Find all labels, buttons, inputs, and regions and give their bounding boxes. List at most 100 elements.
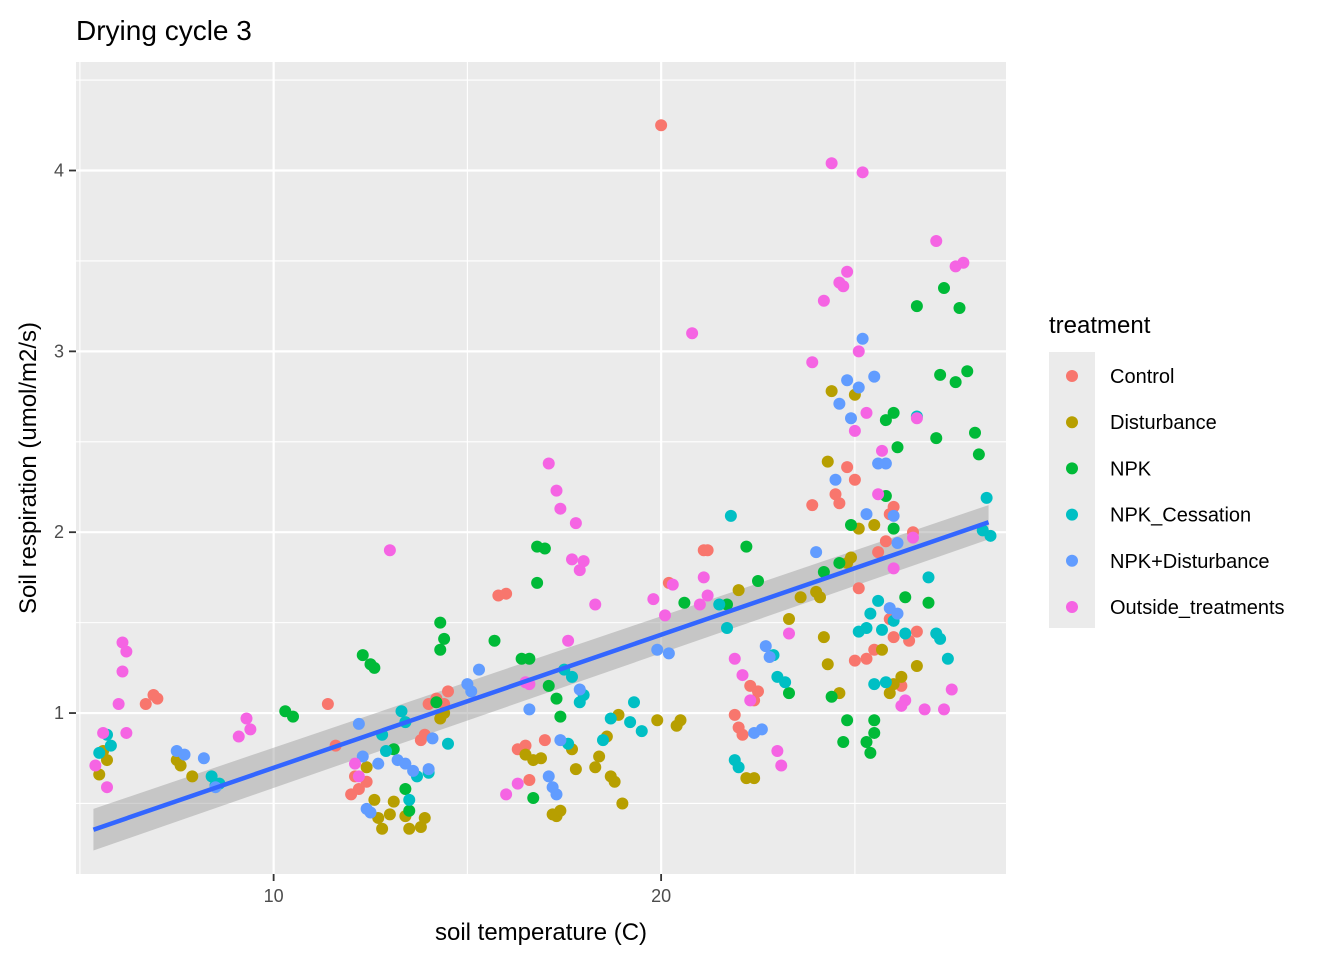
point-npk [837,735,850,748]
point-npk-disturbance [845,412,857,425]
point-npk-disturbance [407,764,420,777]
point-npk-cessation [628,696,640,709]
point-npk [868,714,881,727]
point-disturbance [554,804,567,817]
point-outside-treatments [852,345,865,358]
point-npk [542,679,555,692]
point-disturbance [589,761,602,774]
point-outside-treatments [918,703,931,716]
point-control [829,488,842,501]
point-control [841,461,854,474]
point-disturbance [418,811,431,824]
legend-key-background [1049,352,1095,628]
point-outside-treatments [500,788,513,801]
point-outside-treatments [101,781,113,794]
point-control [887,500,900,513]
point-outside-treatments [116,665,129,678]
point-outside-treatments [825,157,838,170]
point-npk [833,556,846,569]
legend-label-control: Control [1110,366,1174,388]
point-npk-cessation [922,571,935,584]
point-outside-treatments [910,412,923,425]
point-control [848,654,861,667]
legend-key-npk [1066,462,1078,475]
point-control [887,631,900,644]
point-npk [430,696,443,709]
point-npk [488,634,501,647]
legend-label-npk-cessation: NPK_Cessation [1110,505,1251,527]
point-disturbance [821,455,834,468]
point-outside-treatments [120,645,133,658]
point-disturbance [616,797,629,810]
point-disturbance [93,768,106,781]
point-disturbance [868,518,881,531]
point-disturbance [414,820,427,833]
point-outside-treatments [232,730,245,743]
point-npk [972,448,985,461]
point-npk-disturbance [399,757,412,770]
point-npk-cessation [604,712,617,725]
point-outside-treatments [841,265,854,278]
point-npk [864,746,877,759]
point-npk-disturbance [465,685,478,698]
point-npk-disturbance [833,397,846,410]
legend: treatment Control Disturbance NPK NPK_Cessa… [1049,312,1285,628]
point-disturbance [535,752,547,765]
point-control [321,698,334,711]
y-tick-label: 3 [54,341,64,361]
point-disturbance [895,670,908,683]
point-npk [860,735,873,748]
point-npk [538,542,551,555]
point-npk-disturbance [651,643,664,656]
point-outside-treatments [383,544,396,557]
point-outside-treatments [957,256,970,269]
point-control [806,499,819,512]
point-npk-cessation [403,793,416,806]
point-outside-treatments [554,502,567,515]
point-npk-disturbance [542,770,555,783]
point-outside-treatments [97,726,110,739]
point-npk [949,376,962,389]
point-npk [879,414,892,427]
point-npk [403,804,416,817]
point-disturbance [883,687,896,700]
point-outside-treatments [744,694,757,707]
x-axis-title: soil temperature (C) [435,919,647,946]
point-outside-treatments [666,578,679,591]
point-npk-disturbance [891,537,904,550]
point-outside-treatments [860,406,873,419]
point-npk [845,518,857,531]
point-control [879,535,892,548]
point-npk [527,792,540,805]
point-disturbance [186,770,199,783]
point-npk-cessation [624,716,637,729]
point-control [538,734,551,747]
point-npk-disturbance [852,381,865,394]
point-disturbance [651,714,664,727]
point-disturbance [825,385,838,398]
point-npk-cessation [980,491,993,504]
point-npk [938,282,950,295]
point-npk [899,591,912,604]
point-outside-treatments [736,669,749,682]
point-control [910,625,923,638]
legend-label-npk-disturbance: NPK+Disturbance [1110,551,1270,573]
point-npk-cessation [779,676,792,689]
point-outside-treatments [693,598,706,611]
point-npk [287,710,299,723]
point-outside-treatments [697,571,710,584]
point-control [833,497,846,510]
point-disturbance [748,772,761,785]
point-npk-cessation [899,627,912,640]
chart-title: Drying cycle 3 [76,15,252,46]
point-control [736,728,749,741]
point-npk-cessation [879,676,892,689]
point-outside-treatments [783,627,795,640]
point-control [852,582,865,595]
legend-key-disturbance [1066,416,1078,429]
point-disturbance [101,754,113,767]
point-npk [434,616,447,629]
point-outside-treatments [647,593,660,606]
legend-title: treatment [1049,312,1151,339]
point-npk [930,432,943,445]
